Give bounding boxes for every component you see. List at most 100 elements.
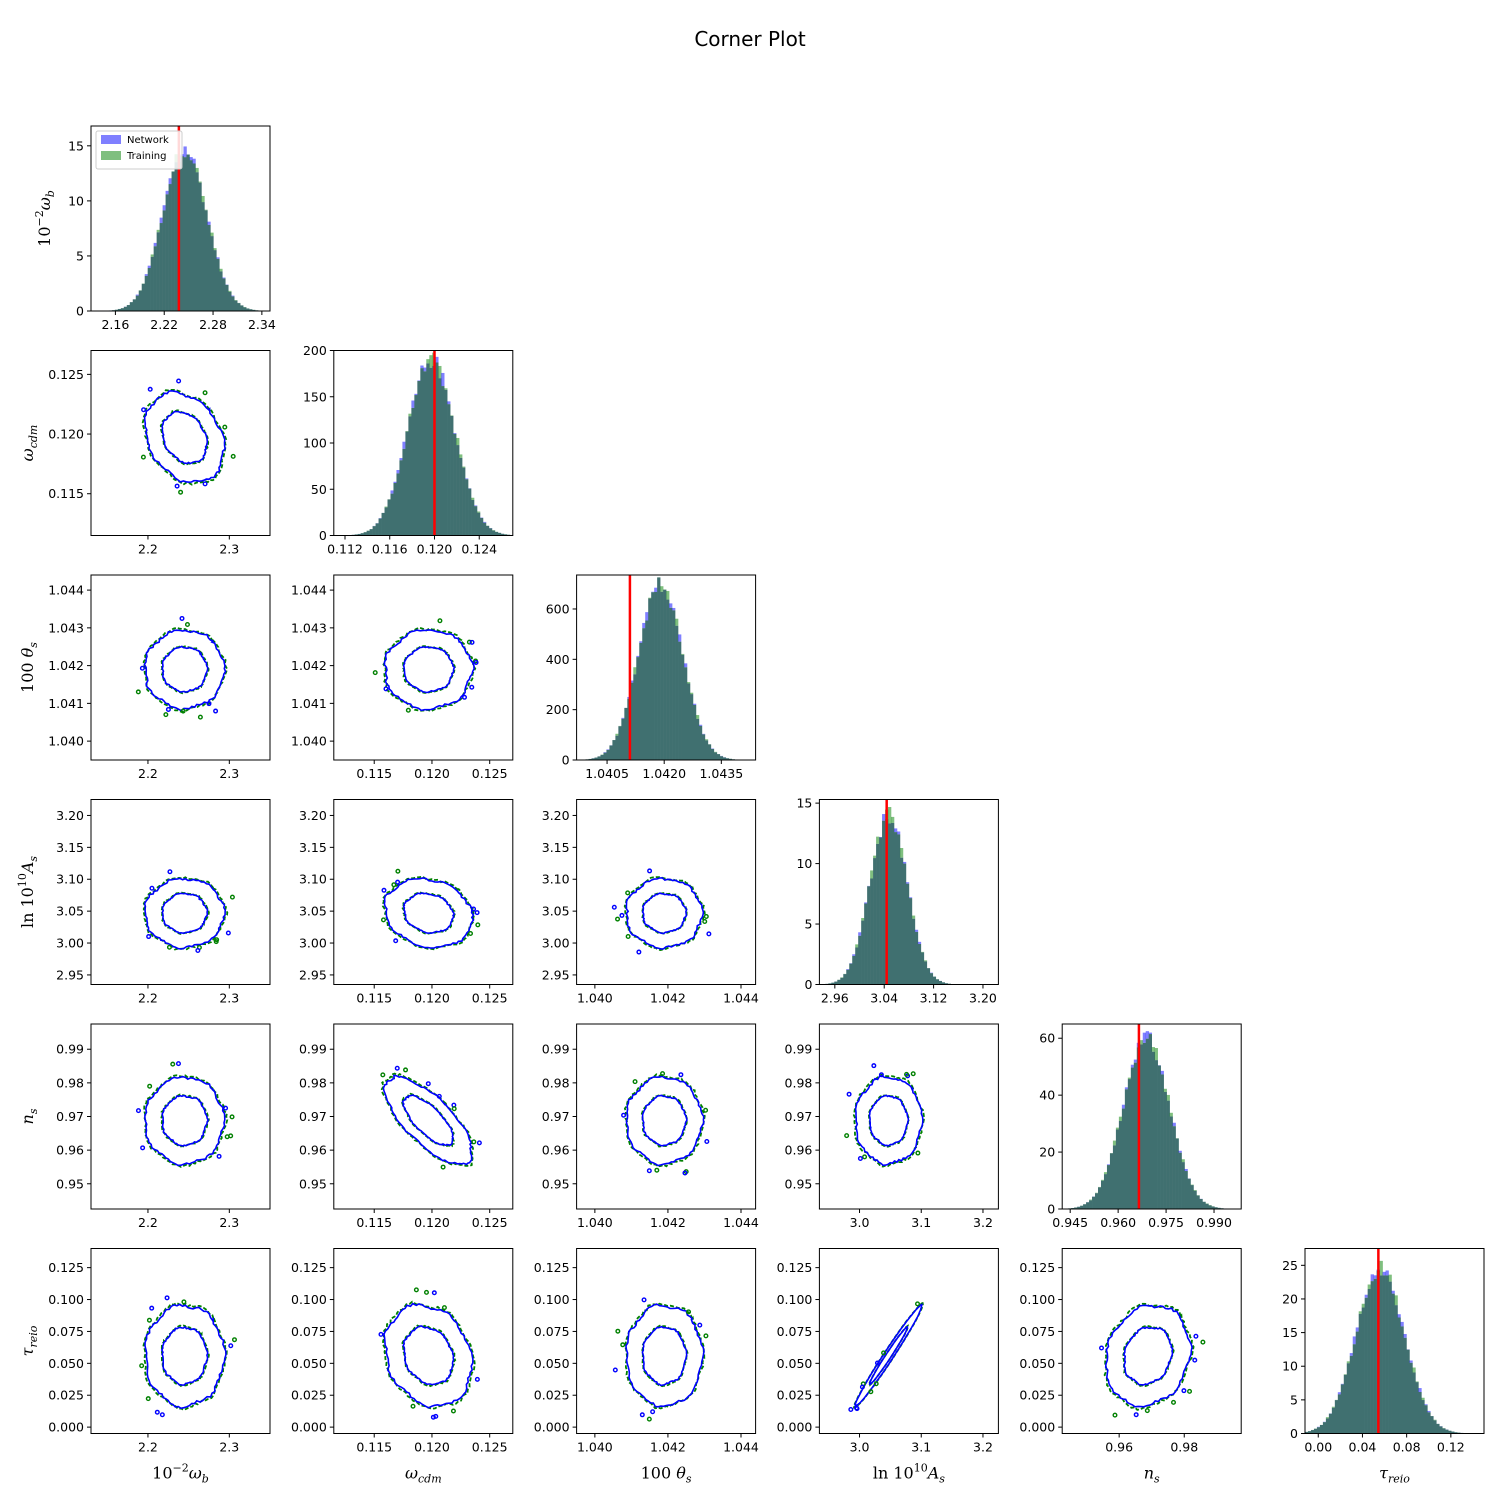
panel-3-1-island [380, 917, 386, 923]
panel-5-5-bar-top [1394, 1295, 1398, 1306]
panel-5-0-ytick-label: 0.050 [48, 1356, 84, 1371]
panel-5-0-island [181, 1299, 187, 1305]
panel-3-0-ytick-label: 3.00 [56, 936, 84, 951]
panel-5-4-island [1187, 1388, 1193, 1394]
panel-5-3-island [915, 1301, 921, 1307]
panel-4-4-bar [1202, 1201, 1206, 1209]
panel-3-2-xtick-label: 1.042 [650, 991, 686, 1006]
panel-5-2-island [620, 1342, 626, 1348]
panel-1-1-bar [375, 523, 379, 536]
panel-5-5-bar [1331, 1407, 1336, 1434]
panel-5-5-bar-top [1355, 1327, 1359, 1332]
panel-4-4-bar-top [1124, 1087, 1129, 1090]
panel-3-2-training-contour [623, 876, 706, 952]
panel-1-1-bar [357, 533, 361, 536]
panel-5-4-xtick-label: 0.96 [1105, 1440, 1133, 1455]
panel-3-2-island [625, 890, 631, 896]
panel-5-5-bar [1451, 1431, 1455, 1434]
panel-1-1-bar [387, 499, 391, 536]
panel-4-0-contours [135, 1061, 235, 1168]
panel-4-4-bar [1106, 1165, 1111, 1209]
panel-3-3-bar-top [911, 915, 916, 919]
panel-4-4-bar [1127, 1079, 1132, 1209]
panel-1-1-bar [363, 532, 367, 536]
panel-0-0-bar [150, 256, 154, 311]
panel-4-0-ytick-label: 0.96 [56, 1143, 84, 1158]
panel-5-5-ytick-label: 20 [1282, 1291, 1298, 1306]
panel-5-0-island [145, 1396, 151, 1402]
panel-4-4-bar [1160, 1074, 1164, 1209]
panel-4-4-bar-top [1106, 1164, 1111, 1166]
panel-5-2-ytick-label: 0.050 [534, 1356, 570, 1371]
panel-5-4-ytick-label: 0.100 [1019, 1292, 1055, 1307]
panel-5-1-island [474, 1376, 480, 1382]
panel-2-1-island [473, 659, 479, 665]
panel-4-2-network-contour [641, 1094, 688, 1147]
panel-0-0-bar [240, 305, 244, 311]
panel-4-3-ytick-label: 0.98 [785, 1075, 813, 1090]
panel-2-2-bar [716, 754, 721, 760]
panel-3-3-bar [896, 834, 901, 985]
panel-3-1-network-contour [383, 877, 475, 949]
panel-3-3-bar-top [882, 814, 886, 821]
panel-4-4-bar-top [1133, 1059, 1138, 1063]
panel-4-4-bar [1148, 1034, 1152, 1209]
panel-0-0-bar [195, 172, 199, 311]
panel-5-2-island [639, 1412, 645, 1418]
panel-4-3-ytick-label: 0.95 [785, 1176, 813, 1191]
panel-2-2-bar [701, 734, 706, 760]
panel-3-3-xtick-label: 3.04 [870, 991, 898, 1006]
panel-4-1-xtick-label: 0.120 [414, 1215, 450, 1230]
panel-0-0-bar [156, 232, 160, 311]
panel-3-0-ytick-label: 3.05 [56, 904, 84, 919]
panel-5-2-xtick-label: 1.042 [650, 1440, 686, 1455]
panel-0-0-bar-top [207, 221, 211, 225]
panel-4-1-ytick-label: 0.95 [299, 1176, 327, 1191]
panel-5-1-ytick-label: 0.000 [291, 1420, 327, 1435]
panel-2-2-bar [672, 610, 676, 760]
panel-5-1-xtick-label: 0.120 [414, 1440, 450, 1455]
panel-3-0-island [146, 934, 152, 940]
panel-2-0-island [139, 665, 145, 671]
panel-4-0-xtick-label: 2.2 [138, 1215, 158, 1230]
panel-3-1-ytick-label: 3.10 [299, 872, 327, 887]
panel-2-2-bar-top [704, 739, 709, 741]
panel-5-5-xtick-label: 0.08 [1393, 1440, 1421, 1455]
panel-1-1-xtick-label: 0.120 [417, 542, 453, 557]
panel-2-2-bar-top [692, 703, 697, 705]
panel-5-5-bar-top [1391, 1290, 1395, 1294]
panel-5-5-bar-top [1370, 1274, 1374, 1282]
panel-4-1-xtick-label: 0.125 [472, 1215, 508, 1230]
panel-5-1-network-contour [383, 1302, 474, 1409]
panel-1-1-bar [354, 534, 358, 536]
panel-3-0-xtick-label: 2.2 [138, 991, 158, 1006]
panel-3-2-island [703, 913, 709, 919]
panel-1-1-bar [393, 483, 397, 536]
panel-4-1-island [380, 1072, 386, 1078]
panel-1-0-island [174, 483, 180, 489]
panel-2-0-ytick-label: 1.042 [48, 658, 84, 673]
panel-0-0-xtick-label: 2.22 [150, 317, 178, 332]
panel-5-2-ytick-label: 0.025 [534, 1388, 570, 1403]
panel-3-3-bar [893, 832, 898, 985]
panel-0-0-bar-top [144, 274, 148, 276]
panel-0-0-bar [225, 284, 229, 311]
panel-0-0-bar [228, 291, 232, 311]
panel-5-5-bar [1433, 1420, 1437, 1434]
panel-5-5-bar [1322, 1422, 1327, 1434]
panel-4-4-bar-top [1148, 1032, 1152, 1035]
panel-3-3-bar [855, 947, 859, 985]
panel-5-3-ytick-label: 0.075 [777, 1324, 813, 1339]
panel-0-0-bar [144, 275, 148, 311]
panel-2-2-bar [609, 745, 613, 760]
panel-5-5-bar-top [1364, 1294, 1368, 1298]
panel-5-5-bar [1430, 1416, 1434, 1434]
panel-2-1-island [469, 684, 475, 690]
panel-5-4: 0.96 0.98 0.000 0.025 0.050 0.075 0.100 0.125 [1019, 1248, 1242, 1455]
panel-0-0-bar [186, 154, 190, 311]
panel-2-0-ytick-label: 1.044 [48, 583, 84, 598]
panel-0-0-bar [174, 162, 178, 311]
panel-3-3-bar [873, 858, 877, 985]
legend-label-network: Network [127, 135, 169, 146]
panel-0-0-bar-top [156, 229, 160, 233]
